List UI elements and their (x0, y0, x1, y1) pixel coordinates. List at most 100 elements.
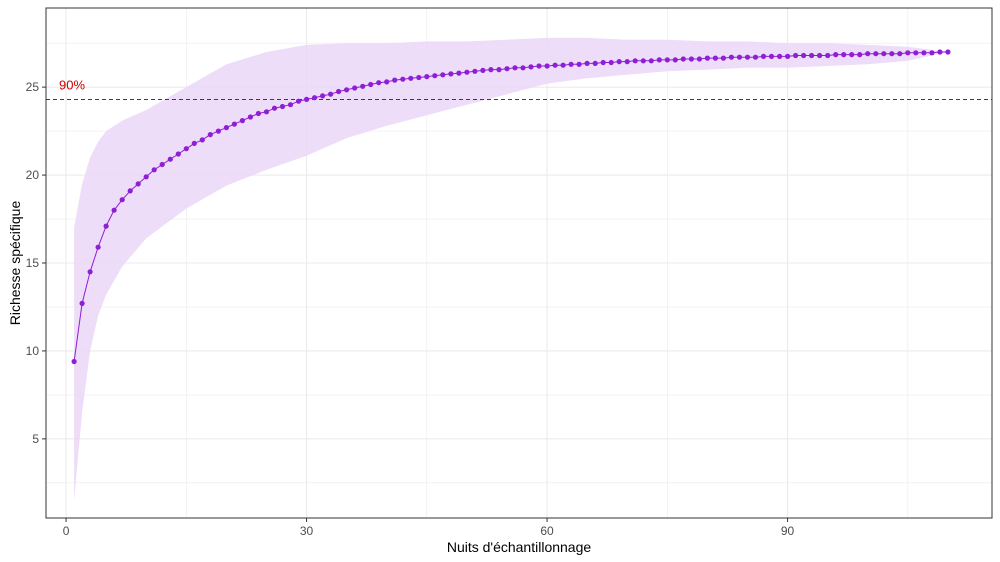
y-tick-label: 5 (32, 432, 39, 446)
data-point (664, 57, 670, 63)
data-point (656, 57, 662, 63)
data-point (271, 105, 278, 111)
data-point (127, 188, 133, 194)
data-point (736, 54, 743, 60)
data-point (95, 244, 101, 250)
data-point (833, 52, 839, 58)
data-point (520, 65, 526, 71)
data-point (295, 98, 302, 104)
data-point (857, 52, 863, 58)
data-point (71, 358, 77, 365)
data-point (87, 269, 93, 275)
data-point (752, 54, 759, 60)
data-point (392, 77, 398, 83)
data-point (328, 91, 334, 97)
data-point (320, 93, 326, 99)
data-point (336, 88, 342, 95)
x-axis-title: Nuits d'échantillonnage (447, 539, 592, 555)
data-point (464, 69, 470, 75)
data-point (704, 55, 711, 61)
data-point (777, 53, 783, 60)
data-point (560, 62, 566, 68)
data-point (768, 53, 775, 60)
minor-gridlines (46, 8, 992, 518)
data-point (191, 140, 197, 146)
data-point (488, 67, 494, 73)
data-point (600, 59, 606, 66)
data-point (696, 56, 703, 62)
data-point (344, 87, 350, 93)
data-point (544, 63, 550, 69)
data-point (793, 52, 799, 59)
data-point (688, 56, 695, 62)
data-point (223, 125, 229, 131)
data-point (576, 61, 582, 67)
y-tick-label: 20 (26, 168, 40, 182)
richness-points (71, 49, 951, 365)
data-point (905, 50, 911, 56)
x-tick-label: 30 (300, 524, 314, 538)
data-point (552, 62, 558, 68)
data-point (352, 85, 358, 91)
data-point (255, 110, 261, 117)
y-tick-label: 10 (26, 344, 40, 358)
data-point (151, 167, 157, 173)
data-point (528, 64, 534, 70)
data-point (921, 50, 927, 56)
data-point (712, 55, 719, 61)
data-point (183, 146, 189, 152)
data-point (416, 74, 422, 81)
y-tick-label: 25 (26, 80, 40, 94)
data-point (728, 54, 735, 60)
data-point (231, 121, 237, 127)
x-tick-label: 90 (781, 524, 795, 538)
data-point (368, 81, 374, 88)
data-point (111, 207, 117, 213)
data-point (247, 114, 253, 120)
data-point (785, 53, 791, 60)
x-tick-label: 60 (540, 524, 554, 538)
data-point (424, 74, 430, 80)
data-point (881, 51, 887, 57)
x-tick-label: 0 (63, 524, 70, 538)
data-point (408, 75, 414, 81)
data-point (432, 73, 438, 79)
data-point (608, 59, 614, 66)
data-point (304, 96, 310, 102)
reference-line-label: 90% (59, 77, 85, 92)
data-point (175, 151, 181, 157)
data-point (913, 50, 919, 56)
data-point (760, 53, 767, 60)
data-point (135, 181, 141, 187)
data-point (889, 51, 895, 57)
data-point (207, 132, 213, 138)
data-point (720, 55, 727, 61)
confidence-band (74, 37, 948, 501)
data-point (360, 83, 366, 89)
data-point (143, 174, 149, 180)
data-point (592, 60, 598, 66)
data-point (312, 95, 318, 101)
data-point (79, 300, 85, 306)
data-point (448, 71, 454, 77)
data-point (384, 79, 390, 85)
data-point (103, 223, 109, 229)
data-point (568, 61, 574, 67)
data-point (215, 128, 221, 134)
data-point (536, 63, 542, 69)
data-point (680, 56, 686, 62)
data-point (512, 65, 518, 71)
data-point (616, 59, 622, 65)
data-point (584, 60, 590, 66)
data-point (456, 70, 462, 76)
x-axis: 0 30 60 90 (63, 518, 795, 538)
data-point (624, 59, 630, 65)
data-point (929, 50, 935, 56)
data-point (159, 161, 165, 168)
data-point (199, 137, 205, 143)
data-point (809, 52, 815, 59)
data-point (640, 58, 646, 64)
data-point (239, 118, 245, 124)
data-point (167, 156, 173, 162)
